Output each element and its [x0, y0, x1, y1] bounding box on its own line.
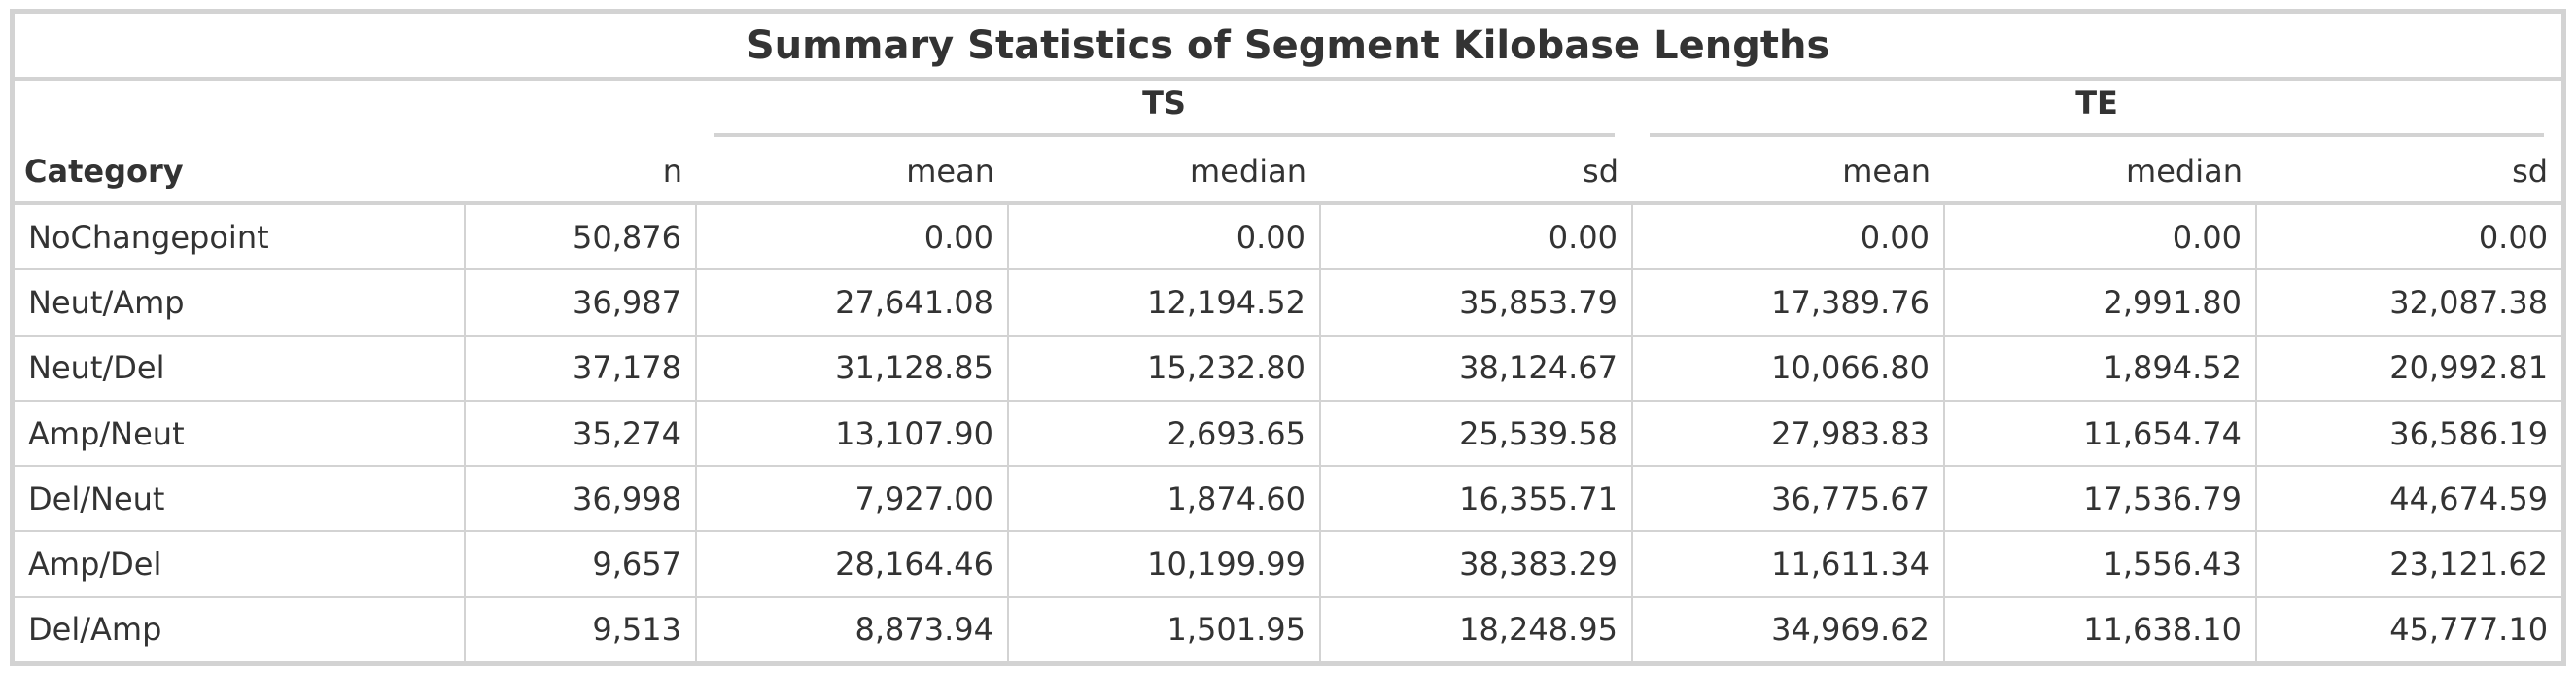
cell-te-sd: 20,992.81 — [2254, 334, 2562, 401]
table-row: Amp/Del 9,657 28,164.46 10,199.99 38,383… — [15, 530, 2562, 597]
cell-te-median: 1,894.52 — [1943, 334, 2256, 401]
cell-te-sd: 45,777.10 — [2254, 595, 2562, 661]
cell-te-median: 1,556.43 — [1943, 530, 2256, 597]
spanner-spacer — [15, 79, 465, 141]
cell-te-mean: 17,389.76 — [1631, 268, 1944, 336]
cell-ts-median: 10,199.99 — [1007, 530, 1320, 597]
cell-ts-sd: 0.00 — [1319, 201, 1632, 270]
row-category: Neut/Amp — [15, 268, 465, 336]
table-row: Neut/Del 37,178 31,128.85 15,232.80 38,1… — [15, 334, 2562, 401]
cell-te-sd: 23,121.62 — [2254, 530, 2562, 597]
summary-statistics-table: Summary Statistics of Segment Kilobase L… — [15, 14, 2562, 661]
cell-n: 37,178 — [464, 334, 696, 401]
cell-n: 36,987 — [464, 268, 696, 336]
column-header-ts-sd: sd — [1320, 141, 1632, 205]
cell-te-median: 0.00 — [1943, 201, 2256, 270]
cell-ts-sd: 25,539.58 — [1319, 399, 1632, 467]
table-row: NoChangepoint 50,876 0.00 0.00 0.00 0.00… — [15, 201, 2562, 270]
table-row: Del/Neut 36,998 7,927.00 1,874.60 16,355… — [15, 465, 2562, 532]
column-header-category: Category — [15, 141, 465, 205]
cell-ts-sd: 16,355.71 — [1319, 465, 1632, 532]
column-header-ts-mean: mean — [696, 141, 1008, 205]
summary-table-frame: Summary Statistics of Segment Kilobase L… — [10, 9, 2566, 666]
table-row: Amp/Neut 35,274 13,107.90 2,693.65 25,53… — [15, 399, 2562, 467]
column-header-te-sd: sd — [2256, 141, 2562, 205]
cell-te-mean: 0.00 — [1631, 201, 1944, 270]
cell-te-median: 17,536.79 — [1943, 465, 2256, 532]
cell-ts-sd: 18,248.95 — [1319, 595, 1632, 661]
cell-ts-mean: 7,927.00 — [695, 465, 1008, 532]
table-row: Del/Amp 9,513 8,873.94 1,501.95 18,248.9… — [15, 595, 2562, 661]
row-category: Neut/Del — [15, 334, 465, 401]
cell-ts-mean: 8,873.94 — [695, 595, 1008, 661]
cell-n: 36,998 — [464, 465, 696, 532]
cell-ts-mean: 31,128.85 — [695, 334, 1008, 401]
column-header-te-median: median — [1944, 141, 2256, 205]
table-row: Neut/Amp 36,987 27,641.08 12,194.52 35,8… — [15, 268, 2562, 336]
spanner-ts-label: TS — [714, 85, 1615, 137]
table-title: Summary Statistics of Segment Kilobase L… — [15, 14, 2562, 81]
cell-te-sd: 32,087.38 — [2254, 268, 2562, 336]
cell-ts-median: 2,693.65 — [1007, 399, 1320, 467]
cell-ts-median: 1,874.60 — [1007, 465, 1320, 532]
cell-te-sd: 0.00 — [2254, 201, 2562, 270]
cell-te-median: 2,991.80 — [1943, 268, 2256, 336]
row-category: Amp/Del — [15, 530, 465, 597]
spanner-ts: TS — [696, 79, 1632, 141]
row-category: Del/Neut — [15, 465, 465, 532]
cell-ts-median: 0.00 — [1007, 201, 1320, 270]
spanner-te: TE — [1632, 79, 2561, 141]
cell-n: 9,657 — [464, 530, 696, 597]
cell-ts-mean: 27,641.08 — [695, 268, 1008, 336]
cell-ts-mean: 0.00 — [695, 201, 1008, 270]
column-header-ts-median: median — [1008, 141, 1320, 205]
cell-ts-mean: 13,107.90 — [695, 399, 1008, 467]
column-header-n: n — [465, 141, 696, 205]
cell-te-mean: 27,983.83 — [1631, 399, 1944, 467]
row-category: Del/Amp — [15, 595, 465, 661]
cell-ts-mean: 28,164.46 — [695, 530, 1008, 597]
cell-te-mean: 10,066.80 — [1631, 334, 1944, 401]
spanner-te-label: TE — [1650, 85, 2545, 137]
cell-ts-median: 12,194.52 — [1007, 268, 1320, 336]
column-header-te-mean: mean — [1632, 141, 1944, 205]
cell-te-sd: 44,674.59 — [2254, 465, 2562, 532]
row-category: NoChangepoint — [15, 201, 465, 270]
cell-n: 50,876 — [464, 201, 696, 270]
spanner-spacer — [465, 79, 696, 141]
row-category: Amp/Neut — [15, 399, 465, 467]
cell-te-mean: 11,611.34 — [1631, 530, 1944, 597]
cell-ts-sd: 38,383.29 — [1319, 530, 1632, 597]
cell-n: 9,513 — [464, 595, 696, 661]
cell-te-median: 11,654.74 — [1943, 399, 2256, 467]
cell-n: 35,274 — [464, 399, 696, 467]
cell-te-mean: 36,775.67 — [1631, 465, 1944, 532]
cell-ts-median: 15,232.80 — [1007, 334, 1320, 401]
cell-ts-sd: 35,853.79 — [1319, 268, 1632, 336]
cell-ts-sd: 38,124.67 — [1319, 334, 1632, 401]
cell-te-sd: 36,586.19 — [2254, 399, 2562, 467]
cell-te-median: 11,638.10 — [1943, 595, 2256, 661]
cell-te-mean: 34,969.62 — [1631, 595, 1944, 661]
cell-ts-median: 1,501.95 — [1007, 595, 1320, 661]
